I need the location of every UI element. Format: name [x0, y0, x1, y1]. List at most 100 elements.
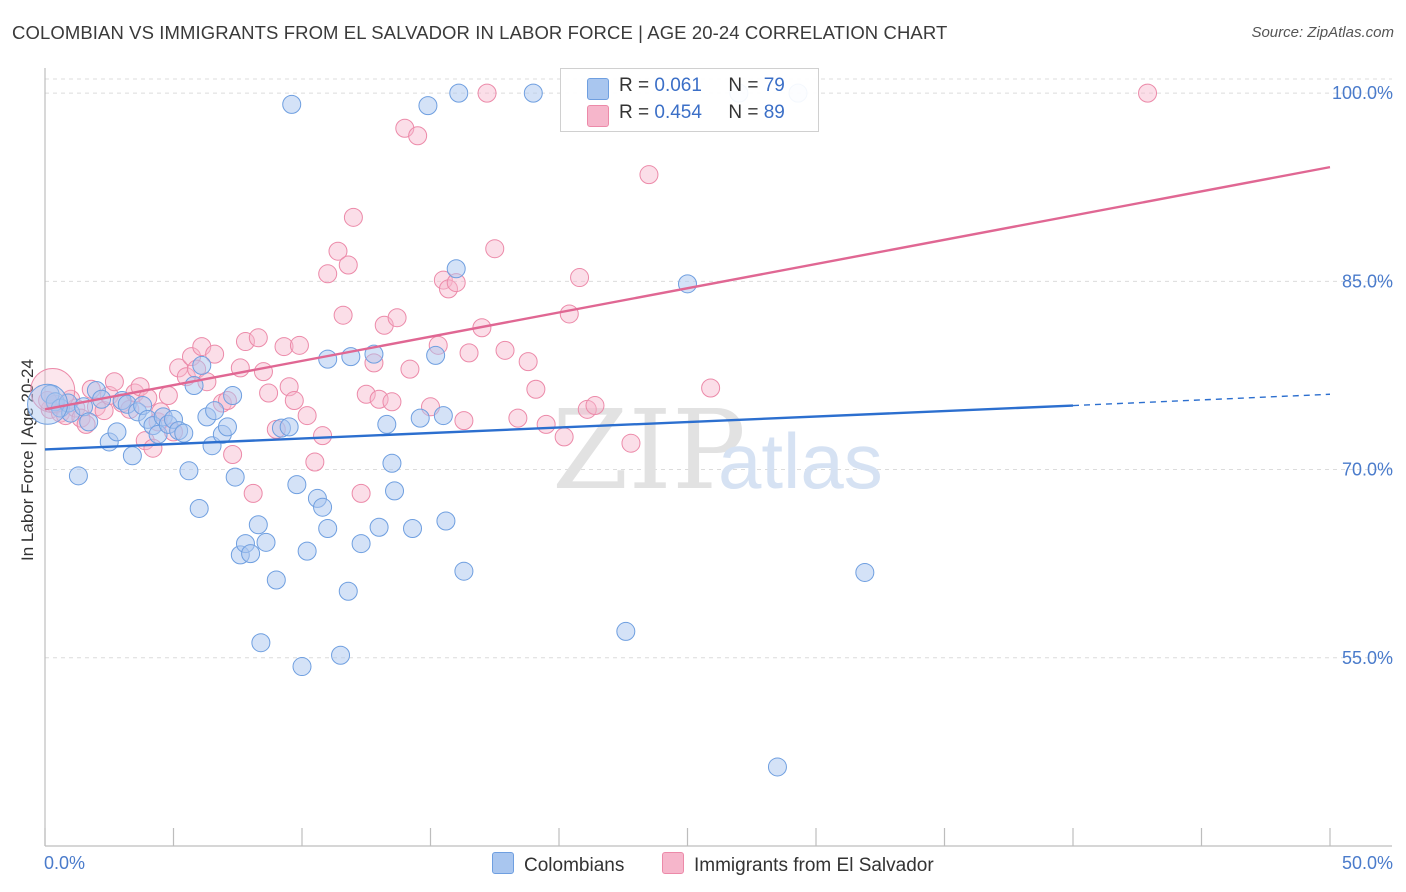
point-el-salvador	[387, 308, 407, 328]
trend-line-el-salvador	[44, 165, 1331, 411]
point-colombian	[68, 466, 88, 486]
point-el-salvador	[485, 239, 505, 259]
legend-n-label: N =	[728, 102, 759, 123]
point-el-salvador	[459, 343, 479, 363]
point-colombian	[364, 344, 384, 364]
point-colombian	[217, 417, 237, 437]
bottom-legend-label: Immigrants from El Salvador	[694, 855, 934, 876]
bottom-legend-label: Colombians	[524, 855, 625, 876]
point-el-salvador	[248, 328, 268, 348]
bottom-legend-el-salvador: Immigrants from El Salvador	[662, 852, 934, 877]
point-el-salvador	[338, 255, 358, 275]
point-el-salvador	[158, 386, 178, 406]
point-colombian	[523, 83, 543, 103]
point-colombian	[318, 349, 338, 369]
point-colombian	[426, 345, 446, 365]
bottom-legend-swatch-pink	[662, 852, 684, 874]
point-colombian	[79, 412, 99, 432]
point-colombian	[282, 94, 302, 114]
point-colombian	[122, 446, 142, 466]
y-tick-label: 55.0%	[1342, 648, 1393, 668]
point-el-salvador	[408, 126, 428, 146]
legend-n-value: 89	[763, 102, 785, 123]
point-colombian	[331, 645, 351, 665]
trend-line-colombians	[44, 404, 1074, 451]
point-colombian	[369, 517, 389, 537]
legend-n-value: 79	[763, 75, 785, 96]
point-colombian	[433, 406, 453, 426]
point-el-salvador	[253, 362, 273, 382]
chart-source: Source: ZipAtlas.com	[1251, 24, 1394, 41]
legend-r-label: R =	[619, 102, 650, 123]
point-colombian	[385, 481, 405, 501]
point-colombian	[410, 408, 430, 428]
point-el-salvador	[1138, 83, 1158, 103]
point-colombian	[454, 561, 474, 581]
point-colombian	[248, 515, 268, 535]
point-el-salvador	[305, 452, 325, 472]
point-el-salvador	[318, 264, 338, 284]
point-el-salvador	[639, 165, 659, 185]
point-el-salvador	[284, 391, 304, 411]
point-el-salvador	[343, 207, 363, 227]
point-colombian	[192, 355, 212, 375]
y-tick-label: 85.0%	[1342, 271, 1393, 291]
point-colombian	[205, 401, 225, 421]
correlation-legend: R = 0.061 N = 79 R = 0.454 N = 89	[560, 68, 819, 132]
point-colombian	[377, 414, 397, 434]
point-el-salvador	[454, 411, 474, 431]
point-colombian	[855, 562, 875, 582]
point-el-salvador	[356, 384, 376, 404]
legend-swatch-blue	[587, 78, 609, 100]
point-el-salvador	[477, 83, 497, 103]
series-colombians	[27, 83, 875, 777]
point-colombian	[418, 96, 438, 116]
point-colombian	[189, 498, 209, 518]
legend-r-value: 0.454	[654, 102, 702, 123]
point-colombian	[256, 532, 276, 552]
point-colombian	[179, 461, 199, 481]
point-el-salvador	[701, 378, 721, 398]
trend-lines	[44, 165, 1331, 451]
x-tick-label: 50.0%	[1342, 853, 1393, 873]
point-el-salvador	[585, 396, 605, 416]
point-el-salvador	[104, 372, 124, 392]
point-colombian	[27, 383, 69, 425]
point-el-salvador	[495, 340, 515, 360]
point-colombian	[313, 497, 333, 517]
point-el-salvador	[205, 344, 225, 364]
point-el-salvador	[235, 332, 255, 352]
point-el-salvador	[274, 337, 294, 357]
point-colombian	[279, 417, 299, 437]
point-el-salvador	[570, 268, 590, 288]
legend-text: R = 0.061 N = 79	[619, 75, 785, 97]
bottom-legend-colombians: Colombians	[492, 852, 624, 877]
legend-r-value: 0.061	[654, 75, 702, 96]
axes	[44, 68, 1392, 847]
point-el-salvador	[621, 433, 641, 453]
legend-text: R = 0.454 N = 89	[619, 102, 785, 124]
point-colombian	[767, 757, 787, 777]
point-colombian	[436, 511, 456, 531]
legend-swatch-pink	[587, 105, 609, 127]
watermark: ZIP atlas	[552, 386, 883, 514]
point-el-salvador	[526, 379, 546, 399]
point-el-salvador	[508, 408, 528, 428]
point-el-salvador	[297, 406, 317, 426]
point-colombian	[225, 467, 245, 487]
point-el-salvador	[559, 304, 579, 324]
point-colombian	[403, 519, 423, 539]
point-colombian	[251, 633, 271, 653]
point-el-salvador	[554, 427, 574, 447]
point-colombian	[241, 544, 261, 564]
watermark-zip: ZIP	[552, 386, 746, 514]
point-el-salvador	[518, 352, 538, 372]
point-colombian	[449, 83, 469, 103]
point-el-salvador	[313, 426, 333, 446]
point-el-salvador	[289, 335, 309, 355]
y-tick-label: 100.0%	[1332, 83, 1393, 103]
trend-line-colombians-projection	[1072, 393, 1331, 407]
point-colombian	[338, 581, 358, 601]
y-tick-label: 70.0%	[1342, 460, 1393, 480]
chart-title: COLOMBIAN VS IMMIGRANTS FROM EL SALVADOR…	[12, 22, 948, 43]
